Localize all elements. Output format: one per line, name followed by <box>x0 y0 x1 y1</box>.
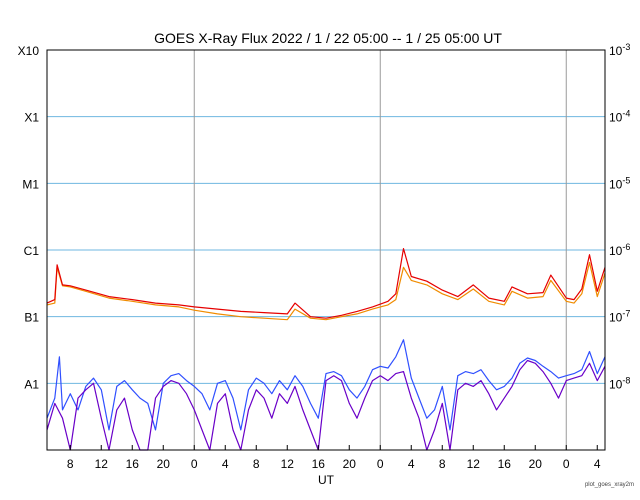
x-tick-label: 4 <box>222 457 229 471</box>
x-tick-label: 4 <box>408 457 415 471</box>
x-tick-label: 16 <box>126 457 140 471</box>
flare-class-label: C1 <box>24 244 40 258</box>
flux-power-label: 10-8 <box>609 375 630 391</box>
flux-power-label: 10-4 <box>609 109 630 125</box>
data-series <box>46 248 606 451</box>
flare-class-label: X10 <box>18 44 40 58</box>
x-tick-label: 0 <box>191 457 198 471</box>
flare-class-label: M1 <box>22 177 39 191</box>
flux-power-label: 10-7 <box>609 309 630 325</box>
x-tick-label: 12 <box>281 457 295 471</box>
x-tick-label: 20 <box>529 457 543 471</box>
left-axis-labels: X10 X1 M1 C1 B1 A1 <box>18 44 40 391</box>
x-tick-label: 20 <box>157 457 171 471</box>
x-tick-label: 8 <box>439 457 446 471</box>
right-axis-labels: 10-3 10-4 10-5 10-6 10-7 10-8 <box>609 42 630 391</box>
flux-power-label: 10-5 <box>609 175 630 191</box>
x-tick-label: 8 <box>253 457 260 471</box>
x-tick-label: 16 <box>312 457 326 471</box>
x-tick-label: 12 <box>467 457 481 471</box>
x-tick-label: 16 <box>498 457 512 471</box>
x-tick-label: 4 <box>594 457 601 471</box>
flare-class-label: A1 <box>24 377 39 391</box>
series-line-2 <box>46 339 606 431</box>
chart-title: GOES X-Ray Flux 2022 / 1 / 22 05:00 -- 1… <box>154 30 502 46</box>
x-tick-label: 0 <box>563 457 570 471</box>
x-tick-label: 8 <box>67 457 74 471</box>
series-line-0 <box>46 261 606 321</box>
series-line-1 <box>46 248 606 319</box>
x-tick-label: 0 <box>377 457 384 471</box>
x-axis-ticks: 8 12 16 20 0 4 8 12 16 20 0 4 8 12 16 20 0 4 <box>67 445 601 471</box>
credit-text: plot_goes_xray2m <box>585 482 634 488</box>
plot-frame <box>46 49 606 451</box>
flare-class-label: B1 <box>24 311 39 325</box>
x-tick-label: 12 <box>95 457 109 471</box>
flare-class-label: X1 <box>24 111 39 125</box>
grid-lines <box>47 50 605 450</box>
x-tick-label: 20 <box>343 457 357 471</box>
x-axis-label: UT <box>318 473 335 487</box>
flux-power-label: 10-6 <box>609 242 630 258</box>
flux-power-label: 10-3 <box>609 42 630 58</box>
